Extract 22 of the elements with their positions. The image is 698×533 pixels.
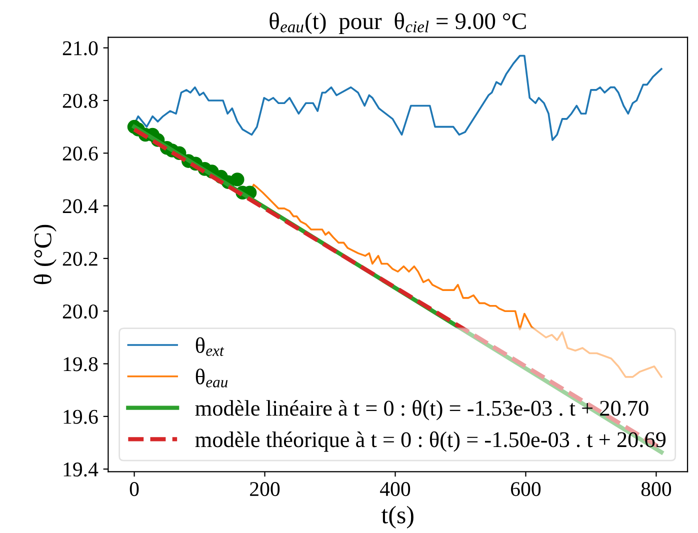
point bbox=[230, 172, 244, 186]
legend-label: modèle théorique à t = 0 : θ(t) = -1.50e-03 . t + 20.69 bbox=[195, 431, 666, 452]
legend-label: modèle linéaire à t = 0 : θ(t) = -1.53e-03 . t + 20.70 bbox=[195, 400, 648, 420]
x-tick-label: 0 bbox=[130, 482, 139, 496]
y-tick-label: 20.6 bbox=[62, 146, 98, 161]
y-tick-label: 20.2 bbox=[62, 252, 98, 266]
y-axis-title: θ (°C) bbox=[34, 224, 56, 284]
x-tick-label: 800 bbox=[641, 482, 672, 496]
y-tick-label: 19.8 bbox=[64, 357, 98, 372]
y-tick-label: 19.6 bbox=[64, 410, 98, 424]
legend-label: θ$_{ext}$ bbox=[196, 337, 224, 356]
x-axis-title: t(s) bbox=[381, 506, 414, 529]
legend-label: θ$_{eau}$ bbox=[196, 368, 228, 388]
x-tick-label: 400 bbox=[380, 482, 410, 496]
chart-title: θ$_{eau}$(t) pour θ$_{ciel}$ = 9.00 °C bbox=[270, 12, 526, 34]
y-tick-label: 19.4 bbox=[64, 462, 98, 477]
y-tick-label: 20.0 bbox=[62, 304, 98, 319]
x-tick-label: 600 bbox=[511, 482, 541, 496]
y-tick-label: 20.4 bbox=[62, 199, 98, 214]
y-tick-label: 21.0 bbox=[62, 41, 98, 56]
x-tick-label: 200 bbox=[250, 482, 280, 496]
y-tick-label: 20.8 bbox=[62, 94, 98, 108]
